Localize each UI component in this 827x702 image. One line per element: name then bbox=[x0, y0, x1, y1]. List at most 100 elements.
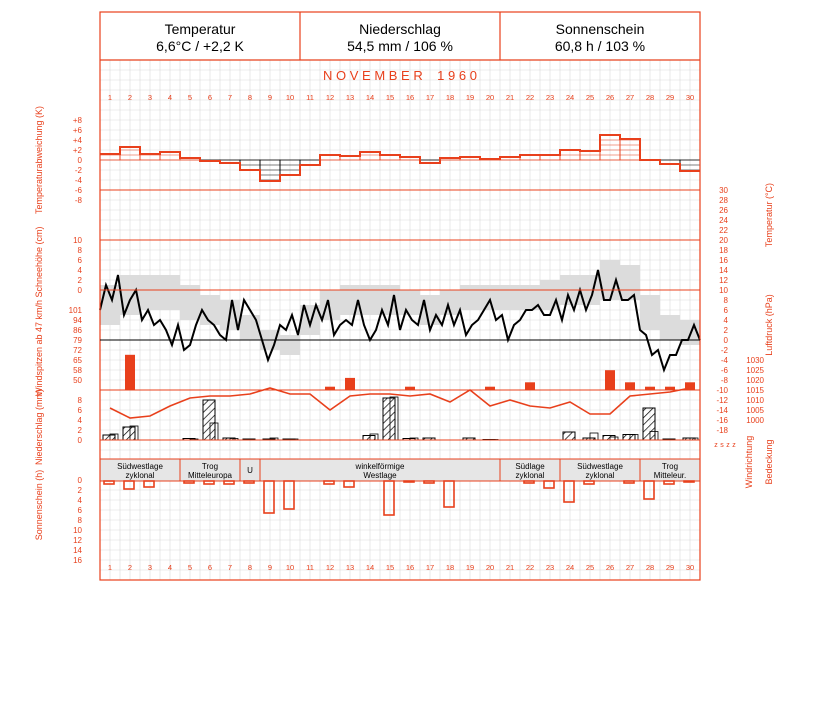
temp-dev-tick: +2 bbox=[73, 146, 83, 155]
sun-tick: 12 bbox=[73, 536, 82, 545]
wind-dir-tick: z bbox=[726, 442, 730, 449]
temp-tick: 28 bbox=[719, 196, 728, 205]
wind-gust-bar bbox=[665, 386, 675, 390]
wind-gust-bar bbox=[605, 370, 615, 390]
weather-pattern-label: U bbox=[247, 466, 253, 475]
sun-tick: 0 bbox=[78, 476, 83, 485]
weather-pattern-label: Trog bbox=[662, 462, 678, 471]
day-label-bottom: 12 bbox=[326, 563, 334, 572]
temp-range-band bbox=[280, 335, 300, 355]
temp-dev-tick: -2 bbox=[75, 166, 83, 175]
day-label-bottom: 21 bbox=[506, 563, 514, 572]
temp-range-band bbox=[120, 275, 140, 315]
day-label-bottom: 30 bbox=[686, 563, 694, 572]
header-temperature-value: 6,6°C / +2,2 K bbox=[156, 38, 244, 54]
sun-tick: 8 bbox=[78, 516, 83, 525]
temp-range-band bbox=[180, 285, 200, 320]
temp-tick: 2 bbox=[724, 326, 729, 335]
wind-gust-bar bbox=[645, 386, 655, 390]
temp-tick: 22 bbox=[719, 226, 728, 235]
wind-tick: 65 bbox=[73, 356, 82, 365]
snow-tick: 0 bbox=[78, 286, 83, 295]
day-label-bottom: 27 bbox=[626, 563, 634, 572]
day-label-top: 22 bbox=[526, 93, 534, 102]
temp-tick: 30 bbox=[719, 186, 728, 195]
wind-tick: 101 bbox=[69, 306, 83, 315]
day-label-top: 2 bbox=[128, 93, 132, 102]
temp-tick: -2 bbox=[721, 346, 729, 355]
temp-range-band bbox=[660, 315, 680, 340]
sunshine-bar bbox=[143, 480, 155, 488]
precipitation-bar bbox=[642, 407, 656, 441]
wind-tick: 50 bbox=[73, 376, 82, 385]
pressure-line bbox=[109, 387, 691, 419]
temp-tick: -10 bbox=[716, 386, 728, 395]
temp-range-band bbox=[300, 305, 320, 335]
temp-tick: 14 bbox=[719, 266, 728, 275]
temp-range-band bbox=[640, 295, 660, 330]
temp-tick: -14 bbox=[716, 406, 728, 415]
precipitation-bar bbox=[202, 399, 216, 441]
temp-range-band bbox=[380, 285, 400, 315]
snow-tick: 10 bbox=[73, 236, 82, 245]
sun-tick: 16 bbox=[73, 556, 82, 565]
wind-dir-tick: s bbox=[720, 442, 724, 449]
day-label-top: 14 bbox=[366, 93, 374, 102]
weather-pattern-label: zyklonal bbox=[586, 471, 615, 480]
temp-range-band bbox=[400, 290, 420, 315]
wind-gust-bar bbox=[485, 386, 495, 390]
temperature-line bbox=[99, 269, 701, 374]
day-label-bottom: 7 bbox=[228, 563, 232, 572]
day-label-top: 28 bbox=[646, 93, 654, 102]
day-label-bottom: 29 bbox=[666, 563, 674, 572]
temp-tick: -6 bbox=[721, 366, 729, 375]
temp-range-band bbox=[480, 285, 500, 310]
temp-range-band bbox=[360, 285, 380, 315]
precip-tick: 2 bbox=[78, 426, 83, 435]
day-label-bottom: 10 bbox=[286, 563, 294, 572]
weather-pattern-label: Südwestlage bbox=[577, 462, 623, 471]
sunshine-bar bbox=[443, 480, 455, 508]
day-label-top: 20 bbox=[486, 93, 494, 102]
pressure-tick: 1025 bbox=[746, 366, 764, 375]
precipitation-bar bbox=[362, 435, 376, 441]
precipitation-bar bbox=[102, 434, 116, 441]
wind-tick: 72 bbox=[73, 346, 82, 355]
snow-tick: 6 bbox=[78, 256, 83, 265]
header-temperature: Temperatur 6,6°C / +2,2 K bbox=[100, 12, 300, 60]
day-label-top: 16 bbox=[406, 93, 414, 102]
sun-tick: 2 bbox=[78, 486, 83, 495]
temp-tick: 20 bbox=[719, 236, 728, 245]
day-label-top: 3 bbox=[148, 93, 152, 102]
day-label-bottom: 14 bbox=[366, 563, 374, 572]
temp-dev-line bbox=[100, 134, 700, 182]
header-precipitation-label: Niederschlag bbox=[359, 21, 441, 37]
day-label-bottom: 20 bbox=[486, 563, 494, 572]
day-label-bottom: 28 bbox=[646, 563, 654, 572]
temp-tick: 6 bbox=[724, 306, 729, 315]
day-label-top: 19 bbox=[466, 93, 474, 102]
sunshine-bar bbox=[563, 480, 575, 503]
day-label-top: 12 bbox=[326, 93, 334, 102]
day-label-bottom: 15 bbox=[386, 563, 394, 572]
temp-range-band bbox=[340, 285, 360, 315]
day-label-top: 27 bbox=[626, 93, 634, 102]
day-label-top: 5 bbox=[188, 93, 192, 102]
axis-title-pressure: Luftdruck (hPa) bbox=[764, 294, 774, 356]
day-label-bottom: 17 bbox=[426, 563, 434, 572]
day-label-top: 15 bbox=[386, 93, 394, 102]
weather-pattern-label: Südlage bbox=[515, 462, 545, 471]
temp-tick: 8 bbox=[724, 296, 729, 305]
temp-tick: -16 bbox=[716, 416, 728, 425]
temp-tick: 16 bbox=[719, 256, 728, 265]
temp-range-band bbox=[440, 290, 460, 315]
wind-gust-bar bbox=[325, 386, 335, 390]
day-label-top: 7 bbox=[228, 93, 232, 102]
day-label-bottom: 3 bbox=[148, 563, 152, 572]
weather-pattern-label: Mitteleur. bbox=[654, 471, 686, 480]
wind-gust-bar bbox=[685, 382, 695, 390]
day-label-top: 23 bbox=[546, 93, 554, 102]
day-label-bottom: 5 bbox=[188, 563, 192, 572]
day-label-bottom: 18 bbox=[446, 563, 454, 572]
sun-tick: 6 bbox=[78, 506, 83, 515]
